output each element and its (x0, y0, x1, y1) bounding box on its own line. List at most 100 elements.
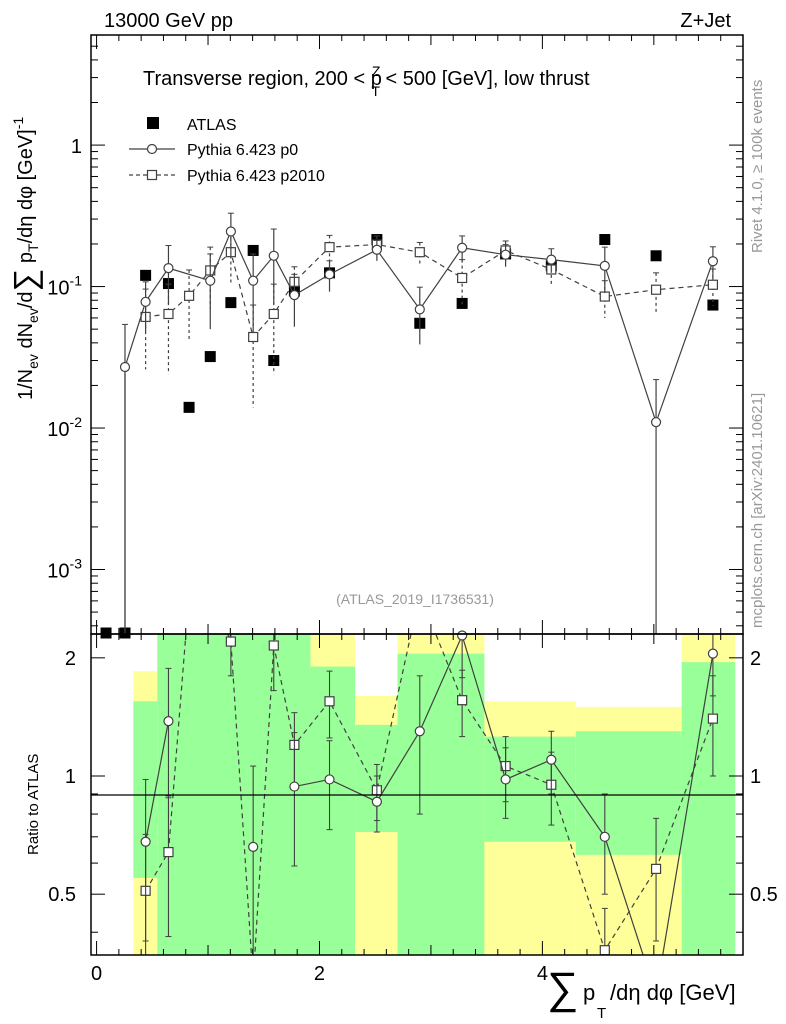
p0-point (546, 254, 557, 265)
atlas-point (599, 234, 611, 246)
legend-marker-p2010 (146, 169, 158, 181)
p0-point (707, 256, 719, 267)
p0-ratio-point (248, 841, 259, 852)
atlas-point (247, 244, 259, 256)
chart-title: Transverse region, 200 < pZ T < 500 [GeV]… (143, 63, 590, 99)
p0-point (268, 250, 279, 261)
p0-ratio-point (500, 774, 511, 785)
y-tick-label: 1 (71, 136, 82, 158)
p2010-point (457, 272, 468, 284)
p0-point (205, 275, 216, 286)
legend-label-atlas: ATLAS (187, 117, 237, 134)
energy-label: 13000 GeV pp (104, 10, 233, 32)
ratio-band-green-3 (310, 666, 356, 955)
ratio-tick-label-right: 0.5 (750, 884, 778, 906)
p0-point (371, 244, 382, 255)
p2010-point (650, 284, 662, 295)
process-label: Z+Jet (680, 10, 731, 32)
p0-point (140, 296, 151, 307)
p0-point (457, 242, 468, 253)
p0-ratio-point (546, 754, 557, 765)
svg-text:p: p (583, 980, 595, 1005)
p0-point (119, 361, 131, 373)
p2010-point (414, 247, 425, 258)
p0-point (163, 263, 174, 274)
p2010-point (324, 242, 335, 253)
p0-line (124, 229, 714, 634)
svg-text:/dη dφ [GeV]: /dη dφ [GeV] (610, 980, 736, 1005)
source-label: mcplots.cern.ch [arXiv:2401.10621] (749, 393, 766, 628)
y-tick-label: 10-1 (47, 273, 82, 300)
p2010-point (183, 290, 195, 301)
p2010-ratio-point (650, 863, 662, 874)
p0-ratio-point (324, 774, 335, 785)
p0-point (650, 417, 662, 428)
p0-ratio-point (599, 831, 610, 842)
p0-ratio-point (163, 715, 174, 727)
legend-marker-p0 (146, 143, 158, 155)
svg-text:1/Nev dNev/d∑ pT/dη dφ [GeV]-: 1/Nev dNev/d∑ pT/dη dφ [GeV]-1 (7, 117, 43, 400)
p0-ratio-point (289, 781, 300, 792)
p2010-ratio-point (457, 695, 468, 706)
p0-point (324, 269, 335, 280)
p0-ratio-point (371, 796, 382, 807)
axis-ticks: 0 2 4 10-3 10-2 10-1 1 0.5 0.5 1 1 2 2 (47, 34, 778, 985)
x-tick-label: 0 (91, 963, 102, 985)
p2010-ratio-point (268, 640, 279, 651)
ratio-tick-label-left: 2 (65, 648, 76, 670)
p0-point (225, 226, 236, 237)
p2010-point (248, 331, 259, 343)
p0-ratio-line (145, 634, 714, 955)
analysis-id: (ATLAS_2019_I1736531) (336, 591, 494, 607)
atlas-point (204, 351, 216, 363)
legend-label-p2010: Pythia 6.423 p2010 (187, 168, 325, 185)
p2010-point (163, 308, 174, 320)
ratio-tick-label-right: 1 (750, 766, 761, 788)
legend-marker-atlas (147, 117, 159, 129)
p0-ratio-point (140, 836, 151, 847)
atlas-point (183, 401, 195, 413)
atlas-point (225, 297, 237, 309)
ratio-tick-label-left: 1 (65, 766, 76, 788)
ratio-y-axis-label: Ratio to ATLAS (25, 754, 42, 855)
ratio-band-green-5 (397, 653, 485, 955)
p2010-ratio-point (707, 713, 719, 724)
p0-ratio-point (457, 630, 468, 641)
p2010-ratio-line (145, 634, 714, 955)
rivet-label: Rivet 4.1.0, ≥ 100k events (749, 80, 766, 253)
x-tick-label: 2 (314, 963, 325, 985)
ratio-band-green-7 (575, 731, 682, 855)
atlas-point (100, 627, 112, 639)
p2010-point (268, 308, 279, 320)
p2010-ratio-point (163, 846, 174, 858)
p0-ratio-point (414, 726, 425, 737)
ratio-band-green-8 (681, 662, 736, 955)
svg-text:T: T (597, 1005, 606, 1022)
p2010-point (599, 291, 610, 302)
atlas-point (268, 355, 280, 367)
p2010-point (707, 279, 719, 290)
y-tick-label: 10-3 (47, 555, 82, 582)
p2010-ratio-point (599, 945, 610, 956)
legend: ATLAS Pythia 6.423 p0 Pythia 6.423 p2010 (129, 117, 325, 185)
x-axis-label: ∑ p T /dη dφ [GeV] (547, 964, 736, 1022)
p2010-ratio-point (225, 636, 236, 647)
atlas-point (650, 250, 662, 262)
x-tick-label: 4 (537, 963, 548, 985)
ratio-tick-label-left: 0.5 (48, 884, 76, 906)
p2010-ratio-point (324, 696, 335, 707)
svg-text:∑: ∑ (547, 964, 578, 1013)
ratio-band-green-6 (484, 736, 576, 842)
p0-point (414, 304, 425, 315)
ratio-tick-label-right: 2 (750, 648, 761, 670)
data-series (100, 212, 719, 956)
p0-point (248, 275, 259, 286)
p0-point (500, 249, 511, 260)
y-tick-label: 10-2 (47, 414, 82, 441)
atlas-point (140, 269, 152, 281)
legend-label-p0: Pythia 6.423 p0 (187, 142, 298, 159)
p0-point (289, 290, 300, 301)
p0-point (599, 260, 610, 271)
p0-ratio-point (707, 648, 719, 659)
